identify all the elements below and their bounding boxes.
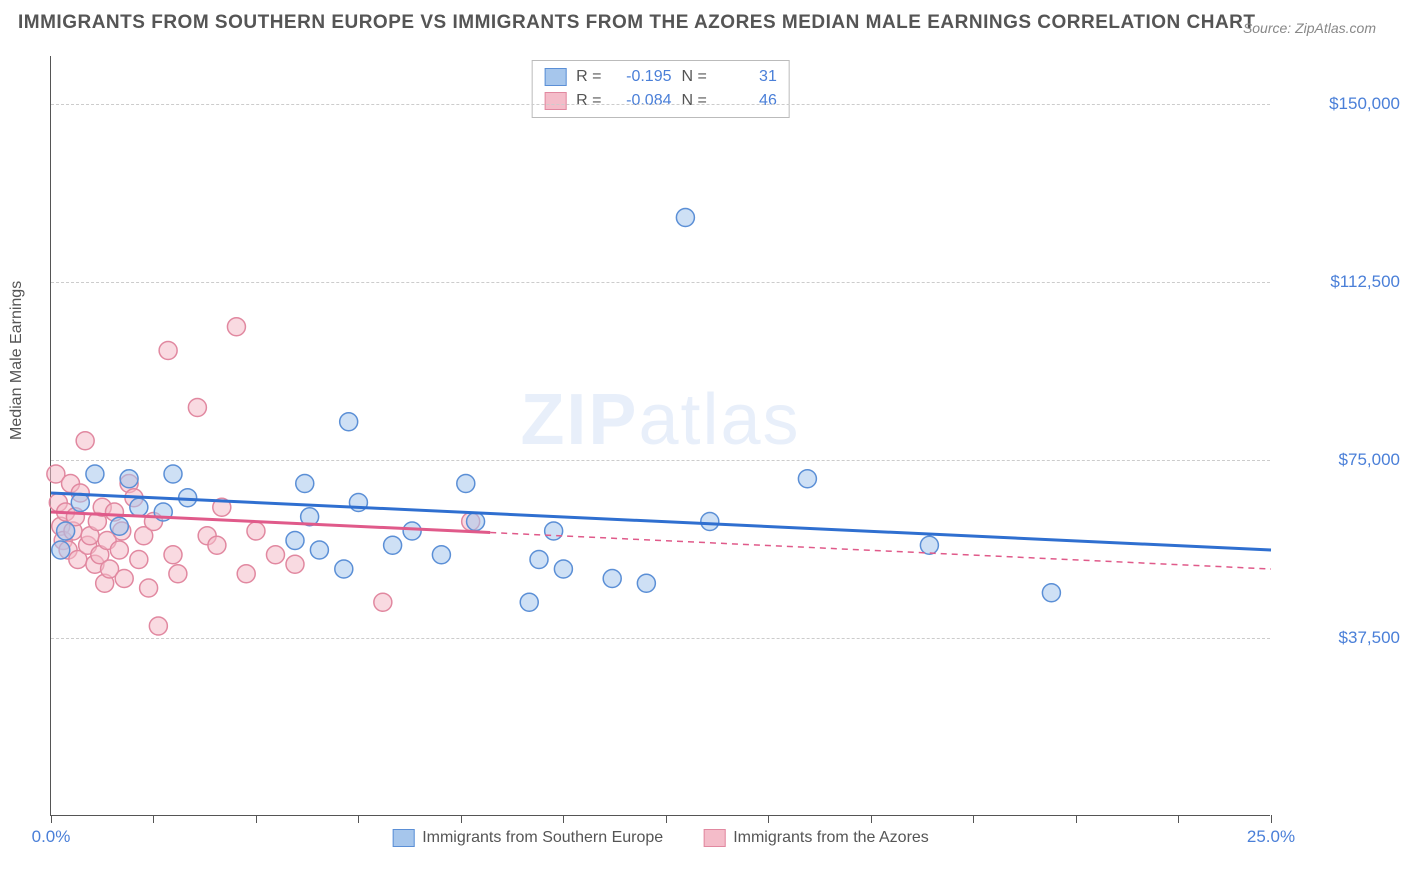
ytick-label: $112,500 bbox=[1280, 272, 1400, 292]
gridline bbox=[51, 282, 1270, 283]
scatter-point bbox=[286, 555, 304, 573]
chart-title: IMMIGRANTS FROM SOUTHERN EUROPE VS IMMIG… bbox=[18, 12, 1256, 34]
scatter-point bbox=[110, 517, 128, 535]
scatter-point bbox=[169, 565, 187, 583]
scatter-point bbox=[554, 560, 572, 578]
xtick bbox=[563, 815, 564, 823]
source-label: Source: ZipAtlas.com bbox=[1243, 20, 1376, 36]
scatter-point bbox=[520, 593, 538, 611]
trend-line-dashed bbox=[490, 533, 1271, 569]
scatter-point bbox=[374, 593, 392, 611]
xtick bbox=[1076, 815, 1077, 823]
scatter-point bbox=[120, 470, 138, 488]
scatter-point bbox=[603, 570, 621, 588]
xtick bbox=[871, 815, 872, 823]
scatter-point bbox=[164, 465, 182, 483]
xtick bbox=[973, 815, 974, 823]
gridline bbox=[51, 460, 1270, 461]
ytick-label: $37,500 bbox=[1280, 628, 1400, 648]
scatter-point bbox=[296, 475, 314, 493]
series-legend-item-1: Immigrants from the Azores bbox=[703, 829, 929, 847]
scatter-point bbox=[149, 617, 167, 635]
scatter-point bbox=[130, 498, 148, 516]
scatter-point bbox=[159, 342, 177, 360]
xtick bbox=[1178, 815, 1179, 823]
scatter-point bbox=[130, 551, 148, 569]
scatter-point bbox=[403, 522, 421, 540]
xtick bbox=[461, 815, 462, 823]
scatter-point bbox=[286, 532, 304, 550]
xtick-label-right: 25.0% bbox=[1247, 827, 1295, 847]
scatter-point bbox=[920, 536, 938, 554]
scatter-point bbox=[335, 560, 353, 578]
xtick-label-left: 0.0% bbox=[32, 827, 71, 847]
xtick bbox=[1271, 815, 1272, 823]
series-legend-item-0: Immigrants from Southern Europe bbox=[392, 829, 663, 847]
scatter-point bbox=[86, 465, 104, 483]
scatter-point bbox=[340, 413, 358, 431]
xtick bbox=[153, 815, 154, 823]
xtick bbox=[358, 815, 359, 823]
series-swatch-0 bbox=[392, 829, 414, 847]
scatter-point bbox=[384, 536, 402, 554]
xtick bbox=[666, 815, 667, 823]
scatter-point bbox=[432, 546, 450, 564]
scatter-point bbox=[76, 432, 94, 450]
series-label-1: Immigrants from the Azores bbox=[733, 829, 929, 847]
ytick-label: $150,000 bbox=[1280, 94, 1400, 114]
scatter-point bbox=[1042, 584, 1060, 602]
scatter-point bbox=[467, 513, 485, 531]
scatter-point bbox=[310, 541, 328, 559]
gridline bbox=[51, 638, 1270, 639]
scatter-point bbox=[71, 494, 89, 512]
scatter-point bbox=[798, 470, 816, 488]
series-label-0: Immigrants from Southern Europe bbox=[422, 829, 663, 847]
scatter-point bbox=[52, 541, 70, 559]
xtick bbox=[51, 815, 52, 823]
scatter-point bbox=[637, 574, 655, 592]
scatter-point bbox=[140, 579, 158, 597]
scatter-point bbox=[57, 522, 75, 540]
scatter-point bbox=[701, 513, 719, 531]
scatter-point bbox=[457, 475, 475, 493]
series-swatch-1 bbox=[703, 829, 725, 847]
chart-plot-area: ZIPatlas R = -0.195 N = 31 R = -0.084 N … bbox=[50, 56, 1270, 816]
ytick-label: $75,000 bbox=[1280, 450, 1400, 470]
scatter-point bbox=[208, 536, 226, 554]
xtick bbox=[256, 815, 257, 823]
series-legend: Immigrants from Southern Europe Immigran… bbox=[392, 829, 929, 847]
scatter-point bbox=[110, 541, 128, 559]
scatter-point bbox=[266, 546, 284, 564]
scatter-point bbox=[247, 522, 265, 540]
scatter-point bbox=[676, 209, 694, 227]
xtick bbox=[768, 815, 769, 823]
y-axis-label: Median Male Earnings bbox=[8, 281, 26, 440]
scatter-point bbox=[188, 399, 206, 417]
scatter-point bbox=[227, 318, 245, 336]
scatter-svg bbox=[51, 56, 1270, 815]
scatter-point bbox=[545, 522, 563, 540]
scatter-point bbox=[530, 551, 548, 569]
gridline bbox=[51, 104, 1270, 105]
scatter-point bbox=[115, 570, 133, 588]
scatter-point bbox=[164, 546, 182, 564]
scatter-point bbox=[237, 565, 255, 583]
